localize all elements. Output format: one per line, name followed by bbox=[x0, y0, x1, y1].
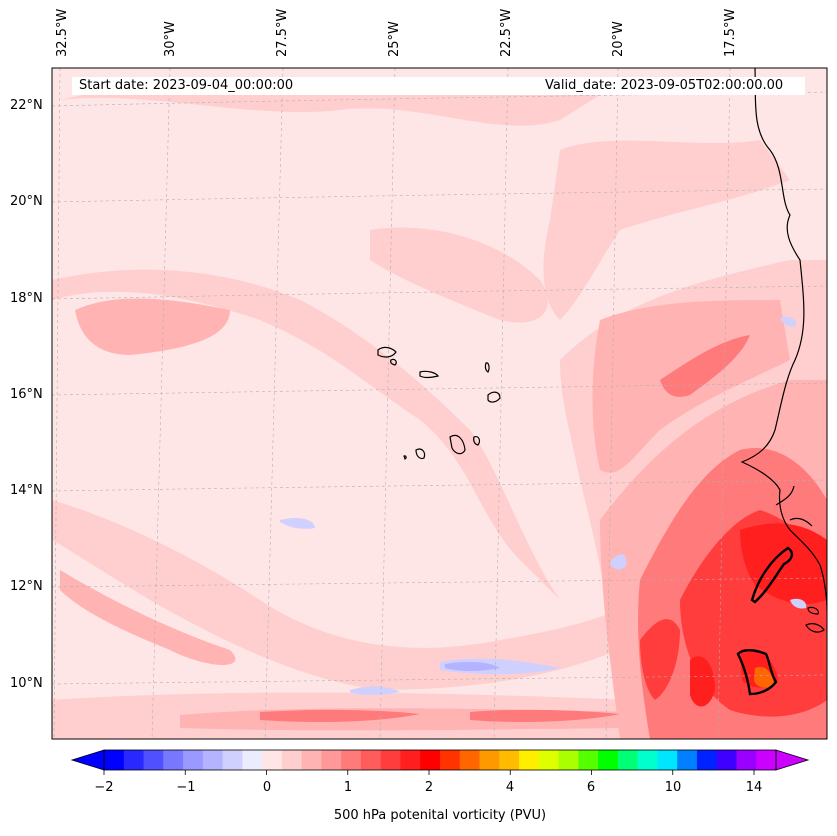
colorbar-segment bbox=[716, 750, 737, 770]
colorbar-tick-label: 2 bbox=[424, 780, 434, 795]
start-date-label: Start date: 2023-09-04_00:00:00 bbox=[72, 77, 549, 95]
colorbar-frame bbox=[103, 749, 777, 771]
colorbar-segment bbox=[301, 750, 322, 770]
colorbar-segment bbox=[696, 750, 718, 770]
colorbar-segment bbox=[519, 750, 540, 770]
colorbar-segment bbox=[183, 750, 204, 770]
colorbar-segment bbox=[222, 750, 243, 770]
colorbar-tick-label: 1 bbox=[343, 780, 353, 795]
colorbar-tick-label: 14 bbox=[745, 780, 763, 795]
colorbar-segment bbox=[578, 750, 599, 770]
colorbar-segment bbox=[558, 750, 579, 770]
colorbar-segment bbox=[420, 750, 441, 770]
colorbar-segment bbox=[617, 750, 639, 770]
colorbar-segment bbox=[756, 750, 777, 770]
colorbar-tick-label: 6 bbox=[586, 780, 596, 795]
colorbar-title: 500 hPa potenital vorticity (PVU) bbox=[333, 808, 547, 823]
colorbar-segment bbox=[104, 750, 125, 770]
colorbar-tick-label: 0 bbox=[262, 780, 272, 795]
african-coastline bbox=[740, 68, 827, 611]
colorbar-segment bbox=[440, 750, 461, 770]
colorbar-segment bbox=[360, 750, 382, 770]
colorbar-tick-label: 10 bbox=[664, 780, 682, 795]
colorbar-segment bbox=[400, 750, 421, 770]
valid-date-label: Valid_date: 2023-09-05T02:00:00.00 bbox=[540, 77, 805, 95]
islands bbox=[377, 346, 825, 696]
lat-label: 16°N bbox=[10, 387, 43, 402]
colorbar-segment bbox=[499, 750, 520, 770]
lat-label: 14°N bbox=[10, 483, 43, 498]
colorbar-segment bbox=[281, 750, 303, 770]
map-frame bbox=[51, 67, 828, 740]
colorbar-segment bbox=[479, 750, 500, 770]
colorbar-extend-low bbox=[70, 749, 105, 771]
colorbar-segment bbox=[123, 750, 145, 770]
colorbar-segment bbox=[321, 750, 342, 770]
colorbar-segment bbox=[242, 750, 263, 770]
lat-label: 22°N bbox=[10, 98, 43, 113]
colorbar-segment bbox=[677, 750, 698, 770]
colorbar-segment bbox=[163, 750, 184, 770]
gridlines bbox=[52, 68, 827, 739]
colorbar-segment bbox=[538, 750, 560, 770]
lat-label: 10°N bbox=[10, 676, 43, 691]
colorbar-segment bbox=[202, 750, 224, 770]
lat-label: 18°N bbox=[10, 291, 43, 306]
colorbar-segment bbox=[459, 750, 481, 770]
colorbar-segment bbox=[380, 750, 401, 770]
colorbar-segment bbox=[341, 750, 362, 770]
colorbar-segment bbox=[262, 750, 283, 770]
colorbar-extend-high bbox=[775, 749, 810, 771]
colorbar-tick-label: −2 bbox=[94, 780, 114, 795]
colorbar-tick-label: −1 bbox=[176, 780, 196, 795]
colorbar-segment bbox=[637, 750, 658, 770]
colorbar-segment bbox=[657, 750, 678, 770]
lat-label: 20°N bbox=[10, 194, 43, 209]
colorbar-segment bbox=[736, 750, 757, 770]
colorbar-segment bbox=[143, 750, 164, 770]
colorbar-tick-label: 4 bbox=[505, 780, 515, 795]
colorbar-segment bbox=[598, 750, 619, 770]
lat-label: 12°N bbox=[10, 579, 43, 594]
